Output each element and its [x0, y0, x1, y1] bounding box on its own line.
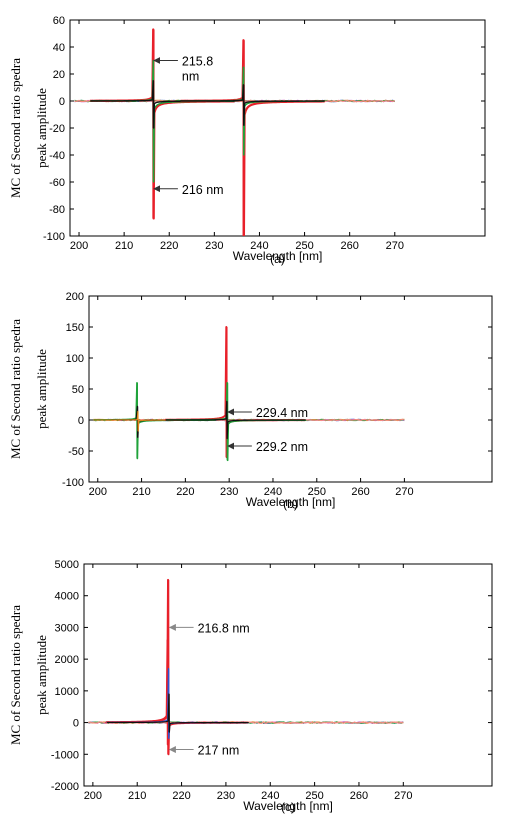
plot-frame — [69, 19, 486, 237]
x-tick-label: 230 — [220, 486, 238, 498]
x-tick-label: 240 — [264, 486, 282, 498]
x-tick-label: 220 — [176, 486, 194, 498]
spectrum-series — [165, 400, 306, 440]
spectrum-series — [106, 668, 249, 740]
spectrum-series — [107, 693, 249, 733]
spectrum-series — [180, 39, 325, 236]
x-tick-label: 200 — [70, 240, 88, 252]
x-tick-label: 270 — [386, 240, 404, 252]
x-tick-label: 260 — [340, 240, 358, 252]
spectrum-series — [106, 578, 248, 756]
y-tick-label: -60 — [49, 177, 65, 189]
plot-frame — [83, 563, 493, 787]
y-tick-label: 100 — [66, 353, 84, 365]
y-tick-label: 3000 — [55, 622, 79, 634]
series-group — [88, 578, 404, 756]
y-tick-label: 150 — [66, 322, 84, 334]
y-tick-label: 0 — [59, 96, 65, 108]
annotation-label: 216 nm — [182, 183, 224, 197]
y-tick-label: -100 — [43, 231, 65, 243]
annotation-label: 216.8 nm — [198, 621, 250, 635]
y-tick-label: 60 — [53, 15, 65, 27]
x-tick-label: 260 — [351, 486, 369, 498]
y-axis-label: MC of Second ratio spedra — [8, 58, 23, 198]
y-tick-label: 20 — [53, 69, 65, 81]
y-axis-label-line2: peak amplitude — [34, 635, 49, 715]
spectrum-series — [180, 66, 325, 156]
annotation-label: 229.2 nm — [256, 440, 308, 454]
spectrum-series — [93, 405, 217, 438]
y-tick-label: 0 — [78, 415, 84, 427]
panel-caption: (c) — [281, 800, 295, 814]
y-tick-label: 50 — [72, 384, 84, 396]
panel-b: -100 -50 0 50 100 150 200 200 210 220 230 240 250 260… — [8, 291, 493, 511]
series-group — [74, 28, 396, 236]
y-tick-label: -40 — [49, 150, 65, 162]
x-tick-label: 270 — [394, 790, 412, 802]
y-tick-label: -20 — [49, 123, 65, 135]
annotation-label: 229.4 nm — [256, 406, 308, 420]
x-tick-label: 230 — [205, 240, 223, 252]
x-tick-label: 210 — [132, 486, 150, 498]
spectrum-series — [105, 639, 247, 746]
y-tick-label: 1000 — [55, 686, 79, 698]
y-tick-label: 5000 — [55, 559, 79, 571]
x-tick-label: 250 — [295, 240, 313, 252]
panel-c: -2000 -1000 0 1000 2000 3000 4000 5000 200 210 220… — [8, 559, 493, 814]
annotation-label: 215.8 — [182, 55, 213, 69]
x-tick-label: 210 — [115, 240, 133, 252]
spectrum-series — [90, 59, 235, 183]
x-tick-label: 270 — [395, 486, 413, 498]
y-tick-label: -50 — [68, 446, 84, 458]
x-tick-label: 230 — [217, 790, 235, 802]
y-tick-label: 200 — [66, 291, 84, 303]
plot-frame — [88, 295, 493, 483]
y-axis-label-line2: peak amplitude — [34, 349, 49, 429]
y-tick-label: 2000 — [55, 654, 79, 666]
y-tick-label: 4000 — [55, 591, 79, 603]
y-tick-label: 40 — [53, 42, 65, 54]
x-axis-label: Wavelength [nm] — [243, 799, 333, 813]
annotation-label: 217 nm — [198, 744, 240, 758]
x-tick-label: 250 — [305, 790, 323, 802]
y-axis-label-line2: peak amplitude — [34, 88, 49, 168]
y-tick-label: -80 — [49, 204, 65, 216]
y-tick-label: -100 — [62, 477, 84, 489]
annotation-label: nm — [182, 70, 199, 84]
x-axis-label: Wavelength [nm] — [233, 249, 323, 263]
x-tick-label: 210 — [128, 790, 146, 802]
series-group — [93, 326, 405, 462]
x-tick-label: 260 — [350, 790, 368, 802]
x-tick-label: 200 — [89, 486, 107, 498]
x-tick-label: 240 — [250, 240, 268, 252]
panel-caption: (b) — [283, 497, 298, 511]
x-tick-label: 250 — [308, 486, 326, 498]
x-tick-label: 200 — [84, 790, 102, 802]
x-axis-label: Wavelength [nm] — [246, 495, 336, 509]
y-tick-label: 0 — [73, 718, 79, 730]
x-tick-label: 220 — [172, 790, 190, 802]
x-tick-label: 220 — [160, 240, 178, 252]
panel-a: -100 -80 -60 -40 -20 0 20 40 60 200 210 220 230 240 25… — [8, 15, 486, 266]
y-axis-label: MC of Second ratio spedra — [8, 605, 23, 745]
spectrum-series — [165, 326, 306, 459]
panel-caption: (a) — [270, 252, 285, 266]
spectrum-series — [180, 84, 325, 126]
y-tick-label: -2000 — [51, 781, 79, 793]
y-axis-label: MC of Second ratio spedra — [8, 319, 23, 459]
y-tick-label: -1000 — [51, 749, 79, 761]
x-tick-label: 240 — [261, 790, 279, 802]
